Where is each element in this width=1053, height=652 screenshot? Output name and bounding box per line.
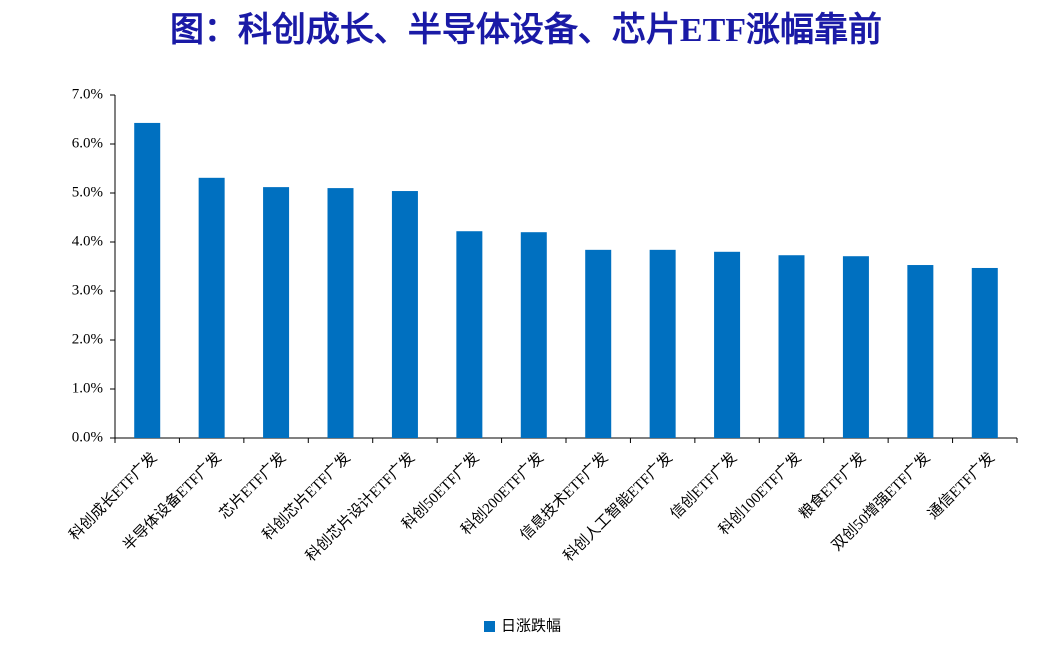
bar xyxy=(842,256,869,438)
legend-swatch xyxy=(484,621,495,632)
y-tick-label: 4.0% xyxy=(72,233,103,249)
bar xyxy=(778,255,805,438)
y-tick-label: 3.0% xyxy=(72,282,103,298)
bar xyxy=(971,267,998,438)
bar xyxy=(134,122,161,439)
bar xyxy=(198,177,225,438)
y-tick-label: 0.0% xyxy=(72,429,103,445)
chart-title: 图：科创成长、半导体设备、芯片ETF涨幅靠前 xyxy=(170,11,882,49)
y-tick-label: 6.0% xyxy=(72,135,103,151)
bar xyxy=(907,265,934,438)
legend-label: 日涨跌幅 xyxy=(501,617,561,634)
bar xyxy=(520,232,547,438)
bar xyxy=(327,188,354,438)
y-tick-label: 2.0% xyxy=(72,331,103,347)
bar xyxy=(649,249,676,438)
y-tick-label: 7.0% xyxy=(72,86,103,102)
bar xyxy=(263,187,290,438)
y-tick-label: 5.0% xyxy=(72,184,103,200)
bar xyxy=(585,249,612,438)
bar xyxy=(391,191,418,438)
bar xyxy=(456,231,483,438)
bar xyxy=(714,251,741,438)
y-tick-label: 1.0% xyxy=(72,380,103,396)
